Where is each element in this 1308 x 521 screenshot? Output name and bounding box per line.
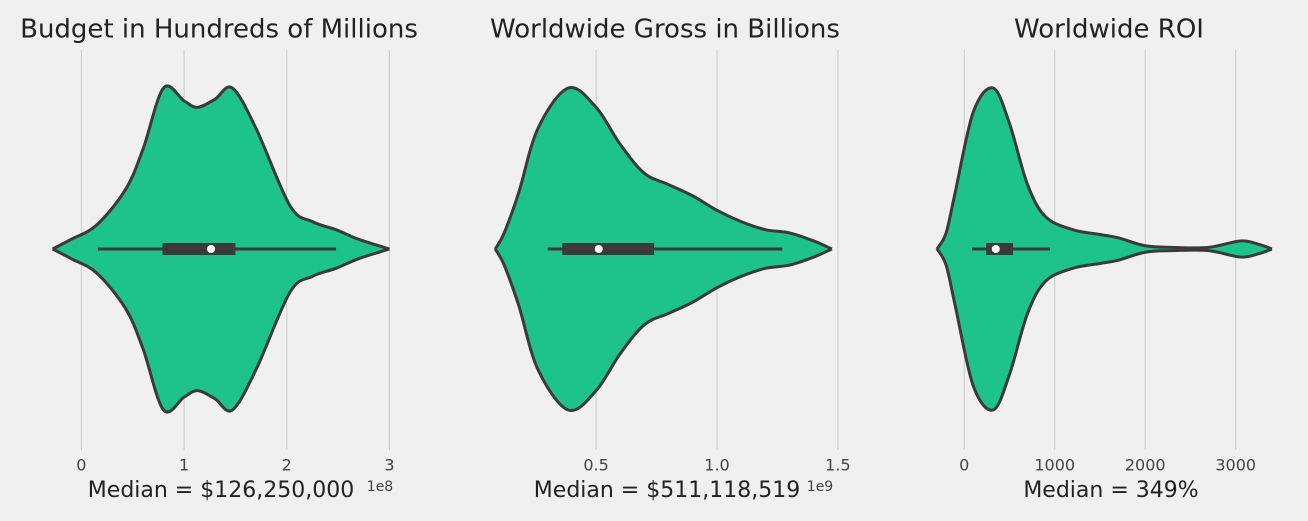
violin-body	[936, 248, 1273, 411]
x-tick-label: 3	[384, 456, 394, 475]
x-tick-label: 2000	[1125, 456, 1166, 475]
violin-body	[52, 248, 390, 413]
median-dot	[207, 245, 216, 253]
violin-outline	[51, 84, 390, 251]
x-tick-label: 1	[179, 456, 189, 475]
violin-outline	[935, 247, 1273, 412]
offset-label: 1e8	[367, 479, 393, 495]
x-tick-label: 1.0	[704, 456, 729, 475]
offset-label: 1e9	[807, 479, 833, 495]
box	[562, 243, 655, 255]
x-tick-label: 0	[76, 456, 86, 475]
x-axis-label: Median = $126,250,000	[88, 478, 354, 503]
chart-title: Budget in Hundreds of Millions	[20, 15, 418, 45]
x-tick-label: 3000	[1215, 456, 1256, 475]
x-tick-label: 0.5	[583, 456, 608, 475]
x-tick-label: 2	[282, 456, 292, 475]
x-tick-label: 1000	[1034, 456, 1075, 475]
x-axis-label: Median = 349%	[1023, 478, 1198, 503]
x-axis-label: Median = $511,118,519	[534, 478, 800, 503]
x-tick-label: 1.5	[825, 456, 850, 475]
median-dot	[991, 245, 1000, 253]
violin-outline	[51, 247, 390, 414]
x-tick-label: 0	[959, 456, 969, 475]
chart-title: Worldwide ROI	[1014, 15, 1204, 45]
violin-outline	[935, 86, 1273, 251]
median-dot	[594, 245, 603, 253]
chart-title: Worldwide Gross in Billions	[490, 15, 840, 45]
box	[162, 243, 236, 255]
violin-body	[52, 85, 390, 250]
violin-body	[936, 87, 1273, 250]
violin-outline	[493, 247, 833, 413]
violin-outline	[493, 85, 833, 251]
